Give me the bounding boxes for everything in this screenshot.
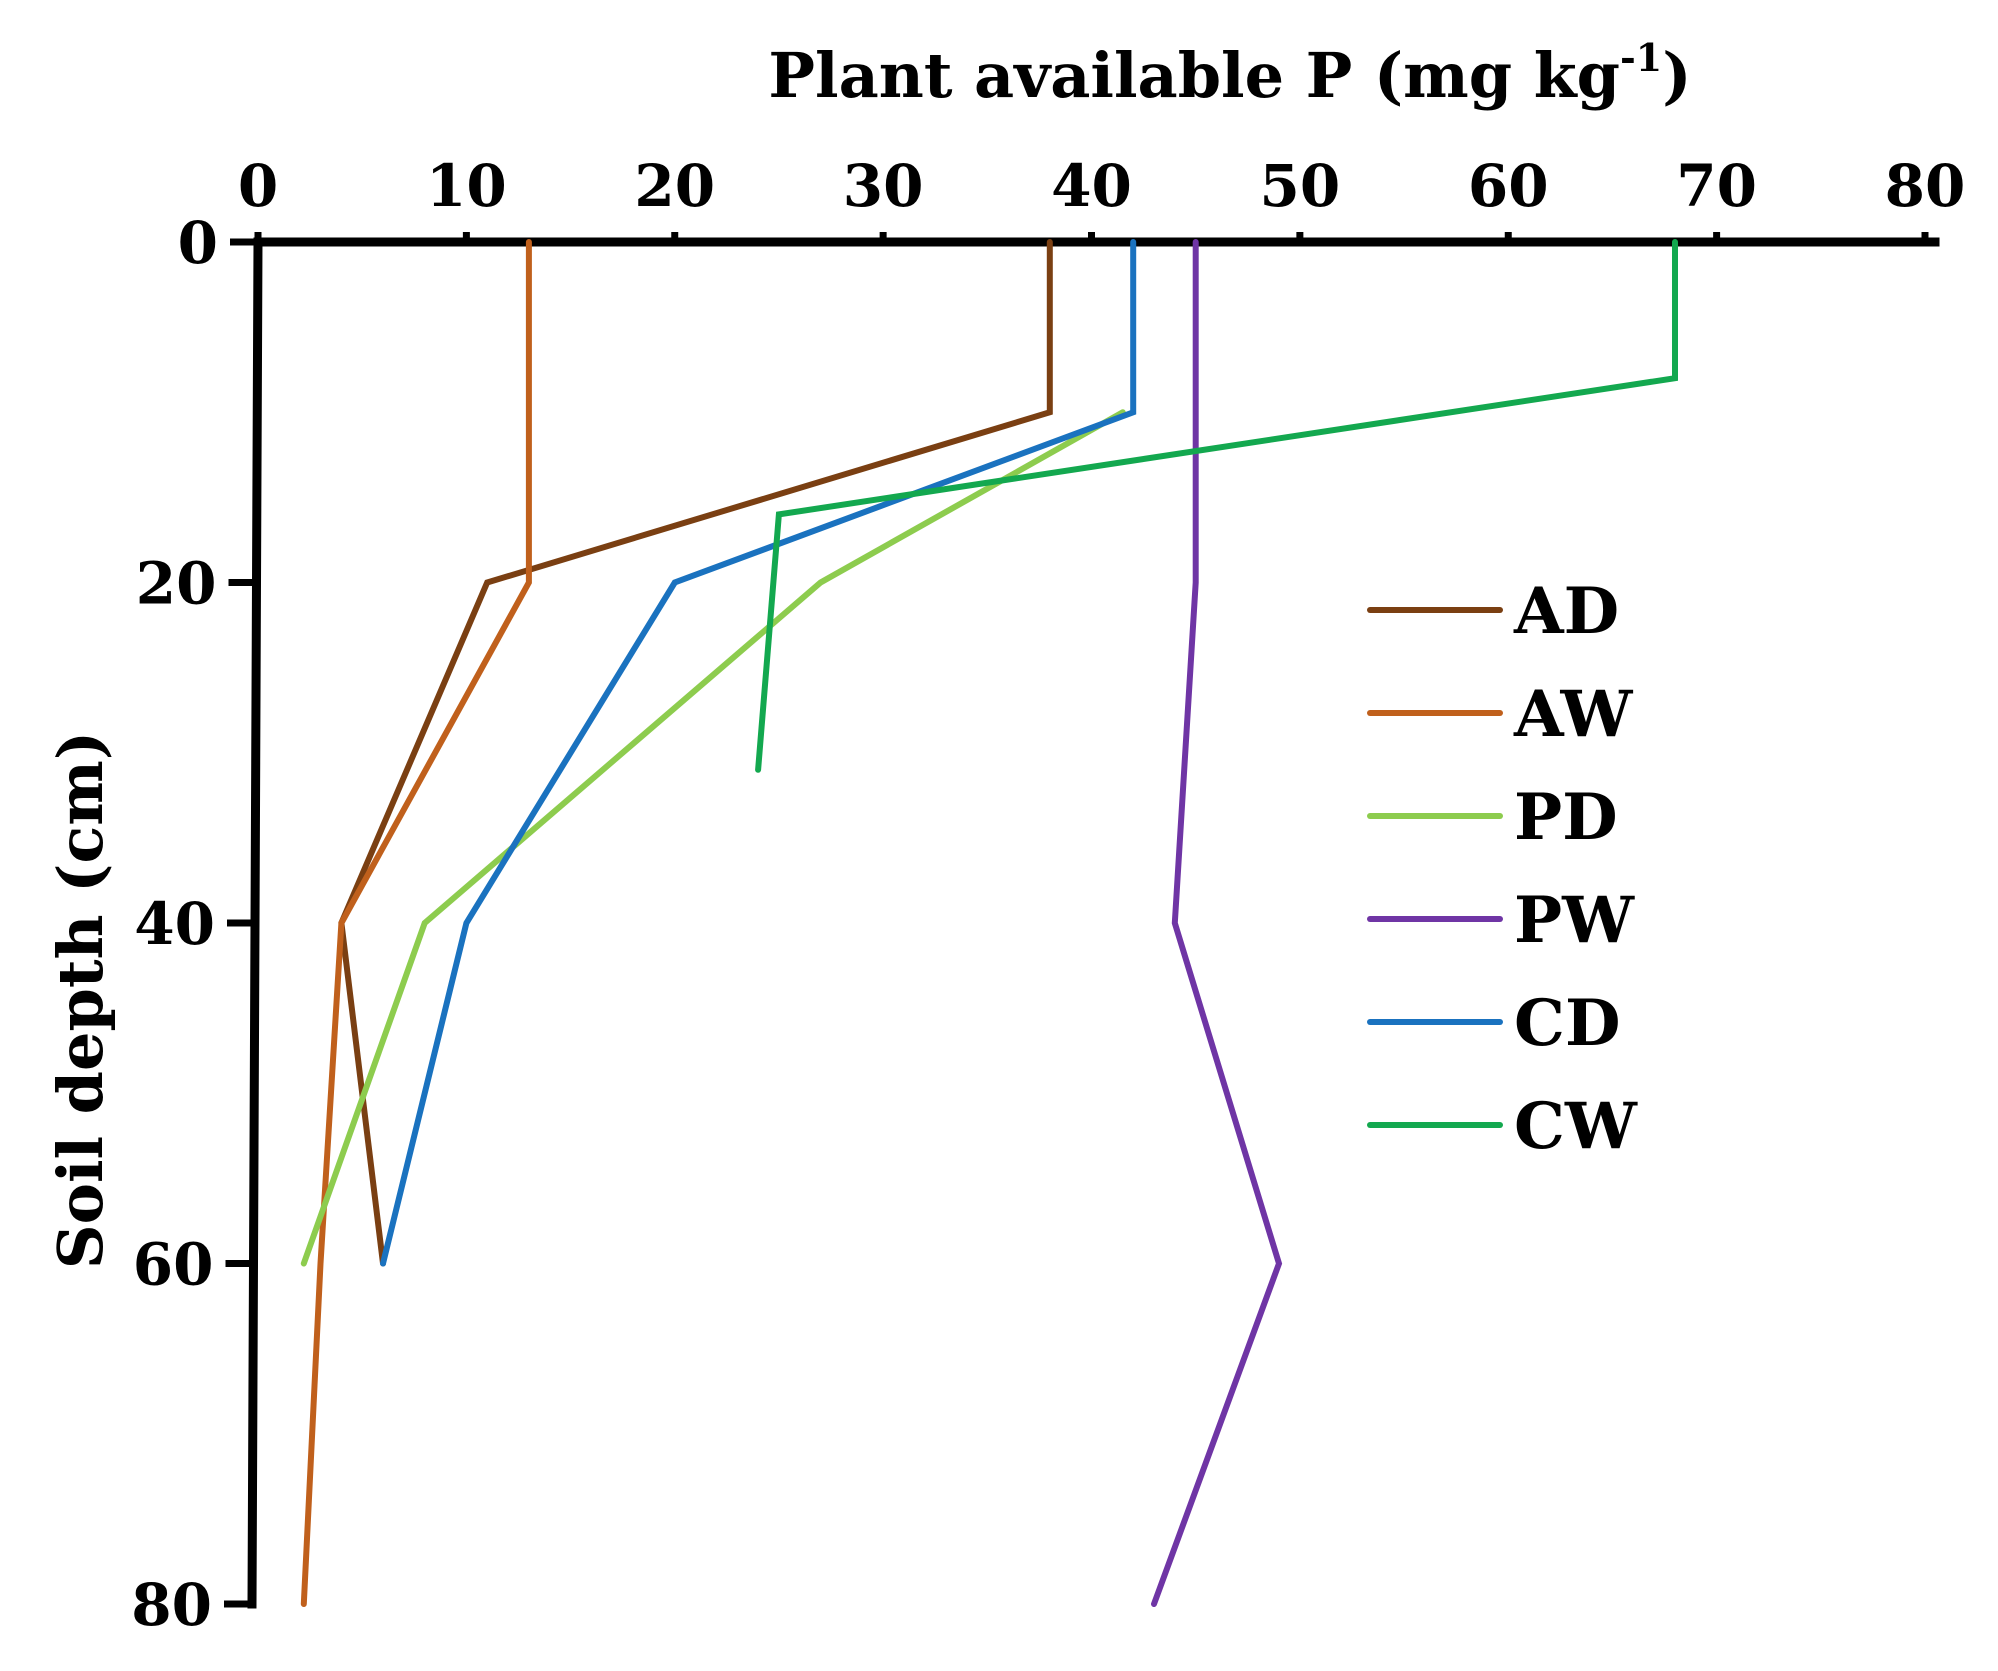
series-group xyxy=(300,239,1678,1607)
x-tick-label: 80 xyxy=(1885,152,1966,220)
x-tick-label: 20 xyxy=(634,152,715,220)
x-ticks: 0 10 20 30 40 50 60 70 80 xyxy=(238,152,1966,242)
y-tick-label: 0 xyxy=(178,209,218,277)
legend-label-cw: CW xyxy=(1514,1089,1638,1164)
legend-label-aw: AW xyxy=(1513,677,1633,752)
y-tick-label: 60 xyxy=(133,1231,214,1299)
legend-label-cd: CD xyxy=(1514,986,1620,1061)
legend-label-pd: PD xyxy=(1514,780,1618,855)
x-tick-label: 30 xyxy=(843,152,924,220)
x-tick-label: 40 xyxy=(1051,152,1132,220)
x-axis-title: Plant available P (mg kg-1) xyxy=(768,35,1691,112)
x-axis-title-main: Plant available P (mg kg xyxy=(768,39,1620,112)
series-line-ad xyxy=(338,239,1053,1267)
x-axis-title-superscript: -1 xyxy=(1620,35,1662,80)
series-line-pw xyxy=(1151,239,1283,1607)
y-axis-title: Soil depth (cm) xyxy=(44,731,117,1269)
series-line-cw xyxy=(755,239,1678,773)
series-line-cd xyxy=(380,239,1137,1267)
x-axis-title-close: ) xyxy=(1662,39,1691,112)
legend: AD AW PD PW CD CW xyxy=(1367,574,1638,1164)
legend-label-ad: AD xyxy=(1513,574,1619,649)
x-tick-label: 60 xyxy=(1468,152,1549,220)
y-tick-label: 20 xyxy=(136,550,217,618)
x-tick-label: 0 xyxy=(238,152,278,220)
y-tick-label: 80 xyxy=(131,1571,212,1639)
y-tick-label: 40 xyxy=(134,890,215,958)
x-tick-label: 50 xyxy=(1260,152,1341,220)
legend-label-pw: PW xyxy=(1514,883,1635,958)
x-tick-label: 70 xyxy=(1676,152,1757,220)
x-tick-label: 10 xyxy=(426,152,507,220)
y-ticks: 0 20 40 60 80 xyxy=(131,209,258,1639)
series-line-aw xyxy=(300,239,532,1607)
series-line-pd xyxy=(300,409,1126,1267)
